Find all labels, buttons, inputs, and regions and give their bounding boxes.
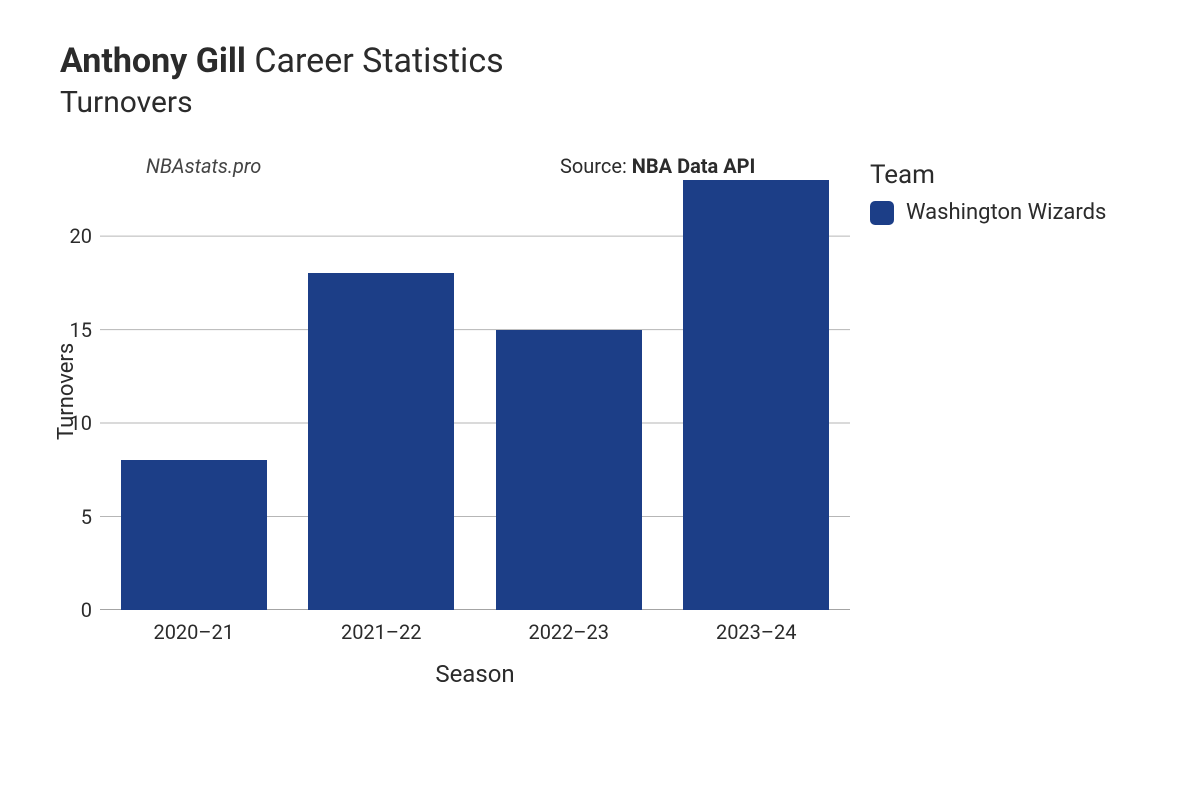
chart-subtitle: Turnovers	[60, 85, 504, 120]
bar	[683, 180, 829, 610]
y-tick-label: 15	[52, 318, 92, 342]
chart-area: NBAstats.pro Source: NBA Data API Turnov…	[60, 140, 1140, 700]
x-tick-label: 2020–21	[124, 620, 264, 644]
watermark-text: NBAstats.pro	[146, 154, 261, 178]
chart-title-block: Anthony Gill Career Statistics Turnovers	[60, 40, 504, 120]
player-name: Anthony Gill	[60, 41, 246, 81]
source-name: NBA Data API	[632, 154, 756, 178]
bar	[496, 330, 642, 610]
plot-area	[100, 180, 850, 610]
chart-title-line1: Anthony Gill Career Statistics	[60, 40, 504, 83]
legend-title: Team	[870, 160, 1106, 190]
x-axis-title: Season	[100, 660, 850, 688]
source-prefix: Source:	[560, 154, 632, 178]
legend-item: Washington Wizards	[870, 200, 1106, 225]
x-tick-label: 2023–24	[686, 620, 826, 644]
legend-label: Washington Wizards	[906, 200, 1106, 225]
x-tick-label: 2021–22	[311, 620, 451, 644]
y-tick-label: 5	[52, 505, 92, 529]
legend: Team Washington Wizards	[870, 160, 1106, 225]
legend-swatch	[870, 201, 894, 225]
bar	[121, 460, 267, 610]
bar	[308, 273, 454, 610]
y-tick-label: 20	[52, 224, 92, 248]
title-suffix: Career Statistics	[246, 41, 504, 81]
source-attribution: Source: NBA Data API	[560, 154, 755, 178]
y-tick-label: 0	[52, 598, 92, 622]
y-tick-label: 10	[52, 411, 92, 435]
x-tick-label: 2022–23	[499, 620, 639, 644]
